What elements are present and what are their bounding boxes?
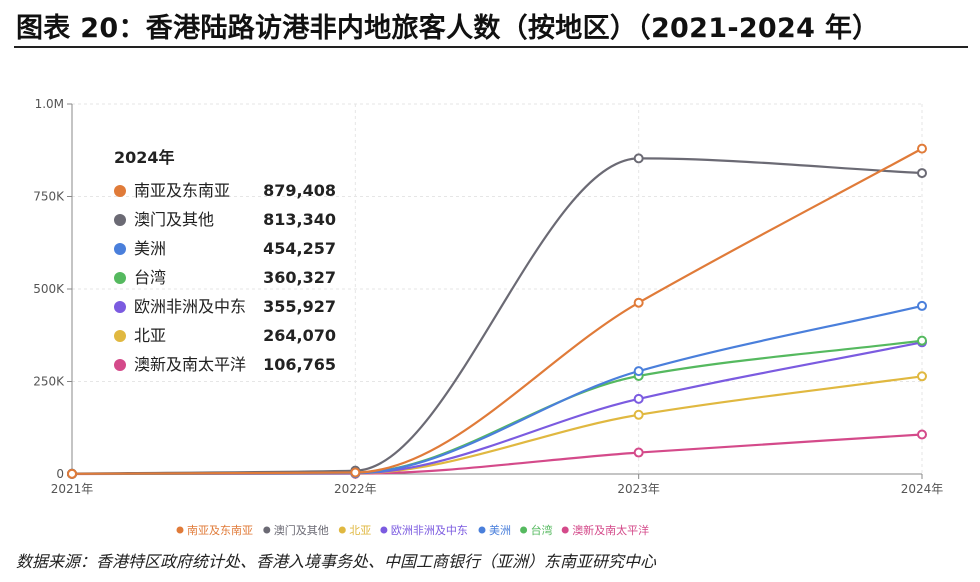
y-tick-label: 1.0M: [35, 97, 64, 111]
legend-marker: [114, 330, 126, 342]
bottom-legend-label: 欧洲非洲及中东: [391, 524, 468, 537]
bottom-legend-label: 南亚及东南亚: [187, 524, 253, 537]
data-point: [633, 366, 644, 377]
legend-value: 264,070: [263, 326, 336, 345]
legend-marker: [114, 214, 126, 226]
legend-label: 澳门及其他: [134, 210, 214, 229]
bottom-legend-marker: [263, 526, 271, 534]
legend-title: 2024年: [114, 148, 175, 167]
bottom-legend-label: 美洲: [489, 524, 511, 537]
data-point: [67, 468, 77, 479]
bottom-legend-label: 澳新及南太平洋: [572, 523, 649, 537]
data-point: [633, 153, 644, 164]
data-point: [917, 429, 927, 440]
y-tick-label: 0: [56, 467, 64, 481]
bottom-legend-label: 北亚: [349, 524, 371, 537]
legend-label: 北亚: [134, 326, 166, 345]
data-point: [917, 300, 927, 311]
bottom-legend-marker: [338, 526, 346, 534]
x-tick-label: 2022年: [334, 482, 377, 496]
legend-marker: [114, 185, 126, 197]
legend-marker: [114, 359, 126, 371]
source-note: 数据来源：香港特区政府统计处、香港入境事务处、中国工商银行（亚洲）东南亚研究中心: [16, 552, 657, 571]
x-tick-label: 2023年: [617, 482, 660, 496]
data-point: [633, 393, 644, 404]
data-point: [917, 371, 927, 382]
data-point: [917, 143, 927, 154]
bottom-legend-marker: [561, 526, 569, 534]
legend-label: 南亚及东南亚: [134, 181, 230, 200]
legend-value: 813,340: [263, 210, 336, 229]
bottom-legend-label: 澳门及其他: [274, 523, 329, 537]
y-tick-label: 500K: [33, 282, 65, 296]
chart-title: 图表 20：香港陆路访港非内地旅客人数（按地区）（2021-2024 年）: [16, 13, 880, 44]
data-point: [350, 467, 361, 478]
data-point: [633, 409, 644, 420]
x-tick-label: 2024年: [901, 482, 944, 496]
bottom-legend-marker: [478, 526, 486, 534]
title-rule: [14, 46, 968, 48]
legend-value: 106,765: [263, 355, 336, 374]
data-point: [633, 447, 644, 458]
series-line: [71, 147, 923, 475]
legend-marker: [114, 243, 126, 255]
legend-value: 454,257: [263, 239, 336, 258]
legend-value: 879,408: [263, 181, 336, 200]
series-line: [71, 157, 923, 475]
legend-marker: [114, 272, 126, 284]
legend-label: 澳新及南太平洋: [134, 355, 246, 374]
legend-label: 欧洲非洲及中东: [134, 297, 246, 316]
y-tick-label: 750K: [33, 190, 65, 204]
legend-marker: [114, 301, 126, 313]
legend-label: 美洲: [134, 239, 166, 258]
legend-label: 台湾: [134, 268, 166, 287]
data-point: [917, 168, 927, 179]
series-line: [71, 375, 923, 476]
bottom-legend-label: 台湾: [531, 523, 553, 537]
legend-value: 355,927: [263, 297, 336, 316]
data-point: [917, 335, 927, 346]
x-tick-label: 2021年: [51, 482, 94, 496]
bottom-legend-marker: [520, 526, 528, 534]
bottom-legend-marker: [176, 526, 184, 534]
legend-value: 360,327: [263, 268, 336, 287]
y-tick-label: 250K: [33, 375, 65, 389]
series-line: [71, 433, 923, 476]
data-point: [633, 297, 644, 308]
bottom-legend-marker: [380, 526, 388, 534]
